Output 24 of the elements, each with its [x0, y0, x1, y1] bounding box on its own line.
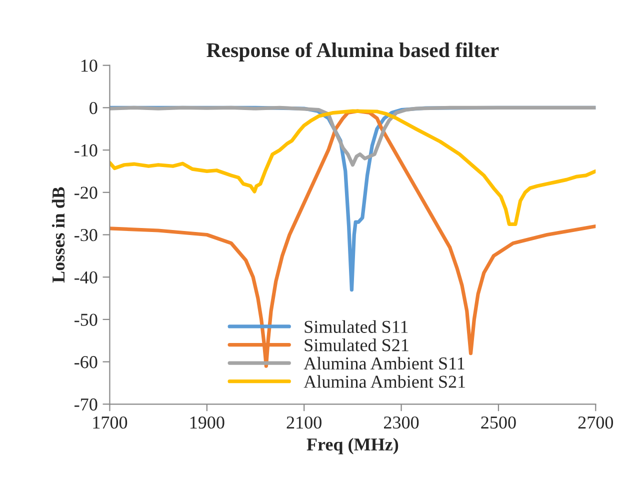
- y-tick-label: -40: [74, 271, 98, 284]
- y-tick-label: -60: [74, 356, 98, 368]
- x-tick-label: 1700: [93, 416, 128, 429]
- legend-label: Alumina Ambient S21: [304, 375, 466, 388]
- line-series: [110, 109, 596, 226]
- y-tick-label: -10: [74, 144, 98, 156]
- x-tick-label: 1900: [190, 416, 224, 429]
- y-tick-label: -70: [74, 398, 98, 411]
- x-tick-label: 2500: [481, 416, 516, 429]
- y-tick-label: 0: [90, 102, 98, 114]
- legend-label: Simulated S21: [304, 338, 408, 352]
- y-tick-label: -50: [74, 314, 98, 326]
- x-tick-label: 2100: [286, 416, 322, 429]
- legend-label: Alumina Ambient S11: [304, 356, 464, 370]
- legend-label: Simulated S11: [304, 320, 408, 333]
- x-tick-label: 2700: [578, 416, 614, 429]
- x-tick-label: 2300: [384, 416, 419, 429]
- y-tick-label: -20: [74, 186, 98, 199]
- x-axis-title: Freq (MHz): [306, 438, 398, 454]
- chart-title: Response of Alumina based filter: [206, 42, 499, 62]
- y-tick-label: -30: [74, 228, 98, 242]
- y-axis-title: Losses in dB: [52, 187, 65, 283]
- y-tick-label: 10: [81, 60, 98, 72]
- line-series: [110, 106, 596, 167]
